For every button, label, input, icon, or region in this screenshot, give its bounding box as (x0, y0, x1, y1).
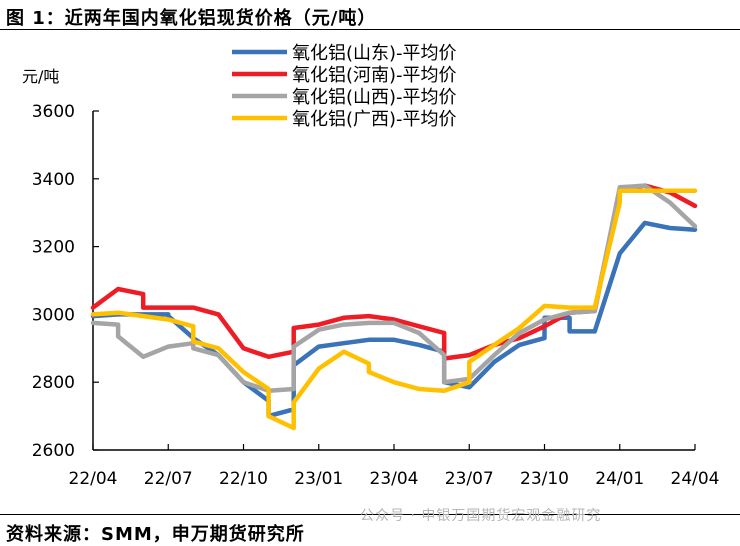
x-tick-label: 24/04 (671, 469, 720, 489)
x-tick-label: 24/01 (595, 469, 644, 489)
chart-legend: 氧化铝(山东)-平均价氧化铝(河南)-平均价氧化铝(山西)-平均价氧化铝(广西)… (232, 43, 457, 130)
legend-label-4: 氧化铝(广西)-平均价 (292, 109, 457, 130)
chart-axes: 2600 2800 3000 3200 3400 3600 元/吨 22/04 22/07 22/… (22, 67, 720, 489)
legend-label-1: 氧化铝(山东)-平均价 (292, 43, 457, 64)
x-tick-label: 23/07 (445, 469, 494, 489)
x-tick-label: 23/04 (370, 469, 419, 489)
x-tick-label: 23/01 (294, 469, 343, 489)
series-line-3 (90, 183, 698, 393)
x-tick-label: 22/10 (219, 469, 268, 489)
watermark-text: 公众号 · 申银万国期货宏观金融研究 (360, 508, 602, 524)
source-note: 资料来源：SMM，申万期货研究所 (6, 524, 305, 545)
y-tick-label: 2800 (32, 373, 75, 393)
y-tick-label: 3400 (32, 170, 75, 190)
x-tick-label: 22/07 (144, 469, 193, 489)
y-tick-label: 2600 (32, 441, 75, 461)
y-axis-unit-label: 元/吨 (22, 67, 59, 86)
chart-title: 图 1：近两年国内氧化铝现货价格（元/吨） (6, 8, 377, 29)
source-bar: 资料来源：SMM，申万期货研究所 (0, 514, 740, 546)
legend-label-2: 氧化铝(河南)-平均价 (292, 65, 457, 86)
x-tick-label: 22/04 (69, 469, 118, 489)
x-tick-label: 23/10 (520, 469, 569, 489)
chart-series-group (90, 183, 698, 431)
legend-label-3: 氧化铝(山西)-平均价 (292, 87, 457, 108)
series-line-4 (90, 188, 698, 431)
title-bar: 图 1：近两年国内氧化铝现货价格（元/吨） (0, 0, 740, 30)
y-tick-label: 3000 (32, 305, 75, 325)
y-tick-label: 3600 (32, 102, 75, 122)
y-tick-label: 3200 (32, 238, 75, 258)
